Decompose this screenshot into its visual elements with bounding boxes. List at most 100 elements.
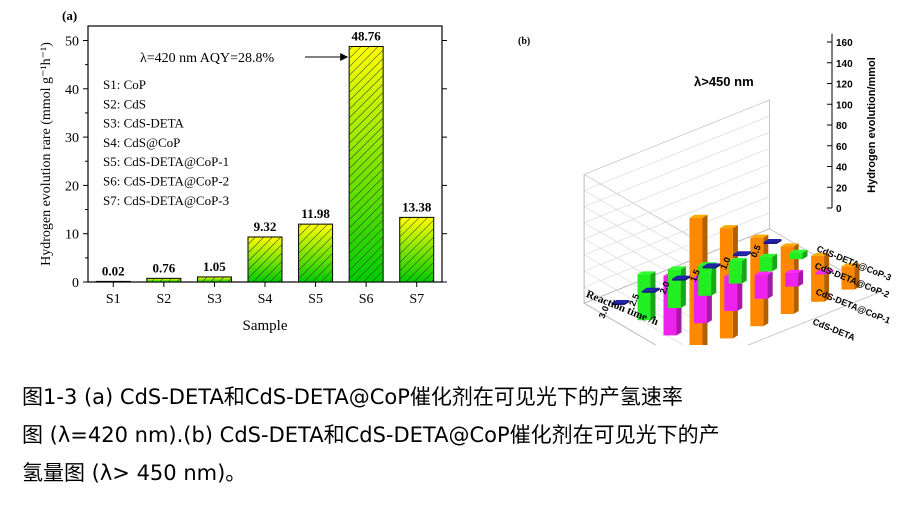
x-tick-label: S5 [308,292,323,307]
bar3d-CdS-DETA-2.0 [672,275,691,281]
grid-line [584,174,694,239]
bar3d-CdS-DETA@CoP-1-1.0 [759,253,778,272]
grid-line [584,148,770,223]
time-tick-label: 2.0 [658,280,672,295]
grid-line [584,212,770,288]
bar3d-front [754,274,768,299]
bar3d-front [733,254,747,257]
legend-line: S3: CdS-DETA [103,116,185,131]
annotation-arrow-head [340,53,349,61]
panel-label-b: (b) [518,36,530,47]
bar-value-label: 48.76 [352,28,382,43]
bar3d-front [667,269,681,308]
z-tick-label: 60 [836,142,848,153]
bar3d-top [641,287,660,291]
grid-line [584,196,770,272]
z-tick-label: 20 [836,183,848,194]
bar3d-CdS-DETA-1.0 [733,251,752,257]
y-tick-label: 10 [65,228,79,243]
bar3d-front [815,272,829,275]
wavelength-annotation: λ>450 nm [694,74,754,89]
bar-value-label: 9.32 [254,219,277,234]
bar3d-CdS-DETA@CoP-3-1.0 [811,252,830,302]
bar-hatch-S6 [349,46,384,283]
x-axis-label: Sample [243,318,288,334]
y-tick-label: 0 [72,276,79,291]
x-tick-label: S6 [359,292,374,307]
z-tick-label: 40 [836,163,848,174]
z-tick-label: 80 [836,121,848,132]
bar3d-top [719,225,738,229]
series-label: CdS-DETA [811,317,857,343]
bar-value-label: 11.98 [301,206,330,221]
bar-value-label: 13.38 [402,199,432,214]
bar3d-side [650,271,656,321]
bar3d-top [841,263,860,267]
bar3d-front [672,278,686,281]
grid-line [584,180,770,256]
bar3d-side [798,269,804,287]
bar3d-front [724,276,738,311]
legend-line: S1: CoP [103,77,146,92]
bar-hatch-S4 [248,236,282,282]
bar3d-CdS-DETA-0.5 [763,239,782,244]
bar3d-side [767,271,773,299]
aqy-annotation: λ=420 nm AQY=28.8% [140,51,275,66]
legend-line: S2: CdS [103,96,146,111]
x-tick-label: S1 [106,292,121,307]
bar3d-top [689,214,708,218]
bar3d-front [789,252,803,260]
caption-line-3: 氢量图 (λ> 450 nm)。 [22,461,247,485]
bar3d-front [811,255,825,302]
bar3d-top [728,258,747,262]
grid-line [584,206,694,271]
bar3d-top [754,271,773,275]
figure-caption: 图1-3 (a) CdS-DETA和CdS-DETA@CoP催化剂在可见光下的产… [22,378,912,492]
bar3d-side [776,239,782,244]
chart-b: 0 20 40 60 80 100 120 140 160 Hydrogen evolution/… [518,33,893,345]
bar3d-top [702,263,721,267]
bar3d-side [854,263,860,290]
bar-value-label: 0.02 [102,263,125,278]
bar3d-top [811,252,830,256]
bar3d-CdS-DETA@CoP-1-3.0 [637,271,656,321]
panel-label-a: (a) [62,8,77,23]
legend-line: S4: CdS@CoP [103,135,180,150]
bar3d-side [741,258,747,284]
bar3d-CdS-DETA@CoP-1-2.0 [698,262,717,296]
bar3d-CdS-DETA@CoP-2-1.0 [785,269,804,287]
bar3d-front [841,266,855,290]
grid-line [584,164,770,240]
y-tick-label: 50 [65,34,79,49]
grid-line [584,131,770,207]
bar3d-CdS-DETA@CoP-3-0.5 [841,263,860,290]
bar3d-top [785,269,804,273]
bar3d-side [802,249,808,260]
bar3d-top [750,234,769,238]
bar-value-label: 0.76 [152,260,175,275]
time-tick-label: 3.0 [597,304,611,319]
bar3d-CdS-DETA@CoP-1-1.5 [728,258,747,284]
bar3d-side [715,263,721,269]
bar3d-front [637,274,651,321]
caption-line-1: 图1-3 (a) CdS-DETA和CdS-DETA@CoP催化剂在可见光下的产… [22,385,683,409]
bar3d-top [611,300,630,303]
time-tick-label: 0.5 [749,243,763,258]
time-tick-label: 1.0 [718,256,732,271]
bar3d-front [611,303,625,305]
bar3d-top [672,275,691,279]
grid-line [584,99,770,175]
legend-line: S7: CdS-DETA@CoP-3 [103,193,229,208]
bar3d-side [711,262,717,296]
legend-line: S6: CdS-DETA@CoP-2 [103,174,229,189]
bar-hatch-S7 [399,217,434,282]
z-tick-label: 120 [836,80,853,91]
x-tick-label: S3 [207,292,222,307]
bar-hatch-S1 [96,281,131,282]
bar3d-side [654,287,660,293]
bar3d-top [789,249,808,253]
bar3d-front [728,261,742,284]
bar3d-side [680,266,686,308]
y-tick-label: 20 [65,179,79,194]
bar3d-top [667,266,686,270]
